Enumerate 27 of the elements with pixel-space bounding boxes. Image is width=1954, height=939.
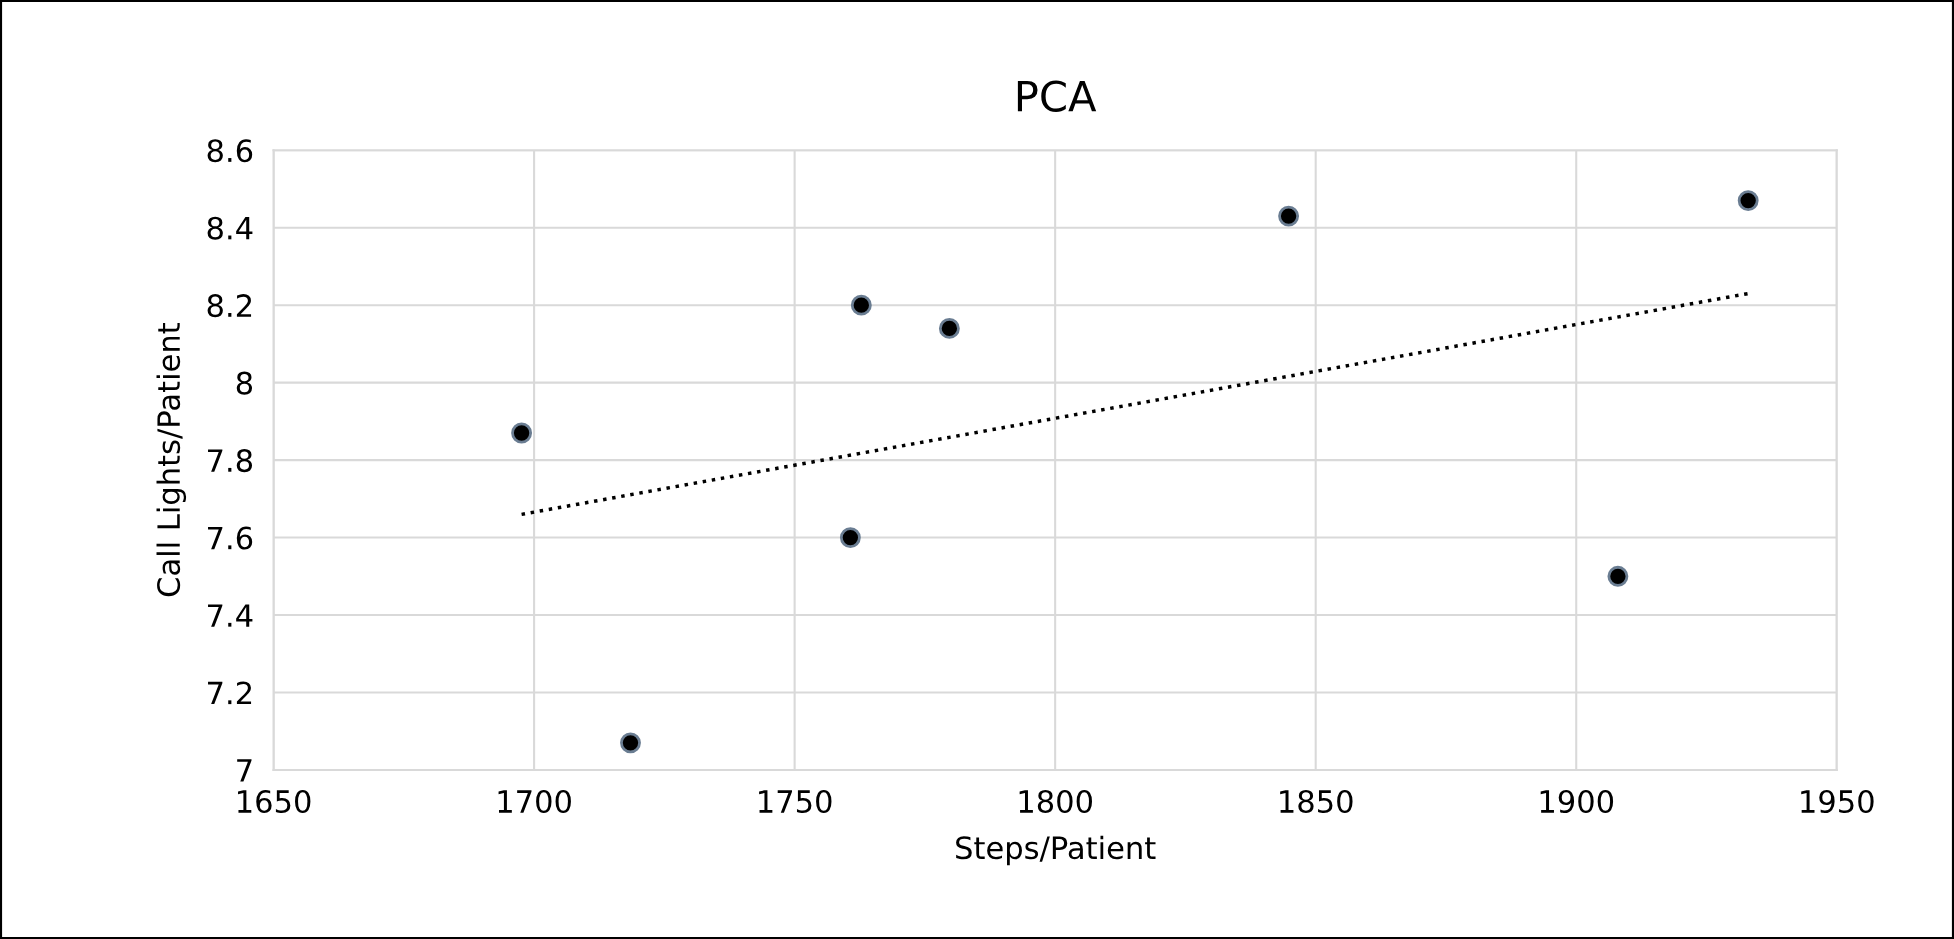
y-tick-label: 7.6 bbox=[208, 526, 253, 550]
y-tick-label: 8 bbox=[236, 371, 253, 395]
x-tick-label: 1800 bbox=[1019, 789, 1093, 814]
y-axis-title: Call Lights/Patient bbox=[156, 323, 187, 597]
x-tick-label: 1750 bbox=[759, 789, 832, 814]
point bbox=[511, 422, 533, 444]
y-tick-label: 7.4 bbox=[208, 604, 253, 627]
point bbox=[1737, 190, 1759, 212]
x-tick-label: 1900 bbox=[1540, 789, 1614, 814]
x-tick-label: 1850 bbox=[1280, 789, 1353, 814]
y-tick-label: 7.2 bbox=[208, 681, 252, 705]
point bbox=[938, 317, 960, 339]
point bbox=[839, 527, 861, 549]
x-tick-label: 1700 bbox=[498, 789, 571, 814]
y-tick-label: 7.8 bbox=[208, 449, 253, 473]
x-axis-title: Steps/Patient bbox=[956, 835, 1156, 866]
x-tick-label: 1650 bbox=[238, 789, 311, 814]
chart-title: PCA bbox=[1017, 80, 1097, 112]
point bbox=[1278, 205, 1300, 227]
point bbox=[1607, 565, 1629, 587]
y-tick-label: 8.6 bbox=[207, 139, 253, 163]
y-tick-label: 7 bbox=[237, 759, 252, 782]
y-tick-label: 8.4 bbox=[207, 216, 253, 240]
point bbox=[850, 294, 872, 316]
y-tick-label: 8.2 bbox=[207, 294, 252, 318]
point bbox=[620, 732, 641, 754]
x-tick-label: 1950 bbox=[1801, 789, 1874, 814]
